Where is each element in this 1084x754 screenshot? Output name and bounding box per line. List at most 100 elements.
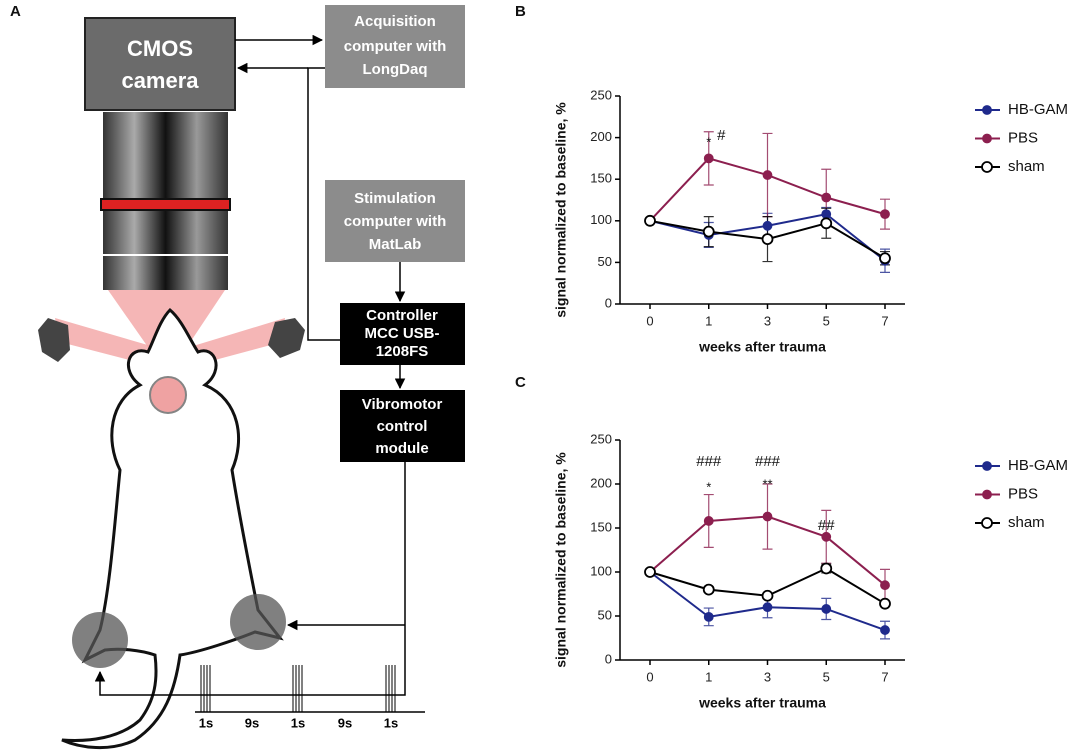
marker [702, 225, 715, 238]
annotation: * [706, 479, 711, 494]
marker [762, 220, 773, 231]
timeline-label: 9s [338, 715, 352, 730]
y-tick-label: 150 [590, 519, 612, 534]
y-tick-label: 0 [605, 295, 612, 310]
panel-label: B [515, 3, 526, 20]
legend-label: sham [1008, 158, 1045, 175]
marker [821, 531, 832, 542]
marker [820, 562, 833, 575]
y-axis-label: signal normalized to baseline, % [553, 452, 569, 668]
box-text: Controller [366, 307, 438, 324]
x-tick-label: 5 [823, 313, 830, 328]
y-tick-label: 100 [590, 563, 612, 578]
box-text: computer with [344, 38, 447, 55]
legend-marker [982, 105, 992, 115]
annotation: # [717, 127, 726, 144]
x-tick-label: 7 [881, 669, 888, 684]
panel-label: A [10, 3, 21, 20]
marker [762, 170, 773, 180]
y-tick-label: 100 [590, 212, 612, 227]
pulse-bursts [200, 665, 396, 712]
marker [644, 214, 656, 227]
marker [879, 597, 891, 610]
timeline-label: 1s [199, 715, 213, 730]
controller-box [340, 303, 465, 365]
legend-marker [981, 517, 993, 529]
marker [880, 209, 890, 220]
panel-label: C [515, 374, 526, 391]
y-axis-label: signal normalized to baseline, % [553, 102, 569, 318]
annotation: ** [762, 476, 772, 491]
vibromotor [230, 594, 286, 650]
x-tick-label: 1 [705, 669, 712, 684]
acquisition-box [325, 5, 465, 88]
x-tick-label: 7 [881, 313, 888, 328]
stimulation-box [325, 180, 465, 262]
x-tick-label: 5 [823, 669, 830, 684]
vibromotor [72, 612, 128, 668]
y-tick-label: 250 [590, 431, 612, 446]
marker [879, 252, 891, 265]
x-axis-label: weeks after trauma [698, 695, 826, 711]
marker [762, 602, 773, 613]
box-text: Acquisition [354, 13, 436, 30]
marker [880, 580, 890, 591]
camera-box [84, 17, 236, 111]
x-tick-label: 1 [705, 313, 712, 328]
legend-label: PBS [1008, 129, 1038, 146]
marker [703, 153, 714, 164]
annotation: ### [696, 453, 722, 470]
legend-label: HB-GAM [1008, 457, 1068, 474]
box-text: CMOS [127, 36, 193, 61]
mouse [61, 307, 284, 750]
box-text: computer with [344, 213, 447, 230]
annotation: * [706, 134, 711, 149]
marker [703, 516, 714, 526]
legend-label: HB-GAM [1008, 101, 1068, 118]
box-text: control [377, 418, 428, 435]
marker [703, 611, 714, 622]
box-text: Vibromotor [362, 396, 443, 413]
box-text: MatLab [369, 236, 422, 253]
timeline-label: 9s [245, 715, 259, 730]
legend-label: PBS [1008, 485, 1038, 502]
y-tick-label: 250 [590, 87, 612, 102]
box-text: MCC USB- [365, 325, 440, 342]
y-tick-label: 50 [598, 607, 612, 622]
box-text: 1208FS [376, 343, 429, 360]
y-tick-label: 150 [590, 171, 612, 186]
x-tick-label: 3 [764, 313, 771, 328]
connectors [94, 34, 425, 713]
lens-ring [100, 198, 231, 211]
legend-marker [982, 133, 992, 144]
cranial-window [149, 376, 187, 414]
marker [820, 217, 833, 230]
box-text: module [375, 440, 428, 457]
y-tick-label: 200 [590, 475, 612, 490]
marker [644, 566, 656, 578]
legend-marker [982, 461, 992, 471]
marker [762, 511, 773, 522]
lamp [38, 318, 70, 362]
annotation: ### [755, 453, 781, 470]
box-text: Stimulation [354, 190, 436, 207]
annotation: ## [818, 517, 835, 534]
x-tick-label: 3 [764, 669, 771, 684]
timeline-label: 1s [291, 715, 305, 730]
marker [761, 589, 774, 602]
legend-marker [982, 489, 992, 500]
x-axis-label: weeks after trauma [698, 339, 826, 355]
setup-diagram: A CMOS camera Acquisition computer with … [10, 3, 465, 750]
marker [821, 209, 832, 220]
marker [702, 583, 715, 596]
y-tick-label: 50 [598, 254, 612, 269]
marker [761, 233, 774, 246]
legend-label: sham [1008, 514, 1045, 531]
box-text: LongDaq [363, 61, 428, 78]
y-tick-label: 200 [590, 129, 612, 144]
timeline-label: 1s [384, 715, 398, 730]
lamp [268, 318, 305, 358]
legend-marker [981, 161, 993, 173]
box-text: camera [121, 68, 199, 93]
y-tick-label: 0 [605, 651, 612, 666]
